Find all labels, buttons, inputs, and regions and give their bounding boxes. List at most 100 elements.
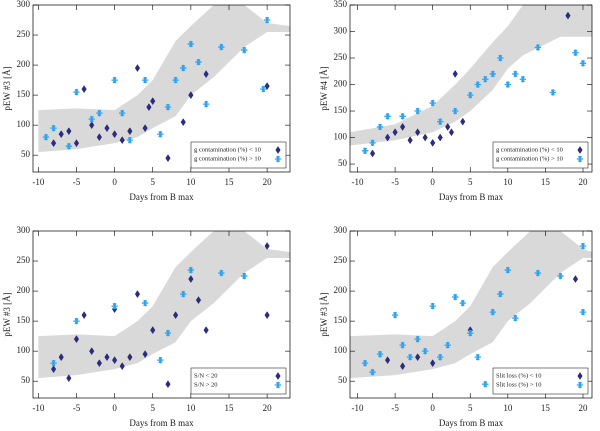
legend-label: S/N < 20 (194, 372, 218, 379)
point (73, 139, 80, 148)
point (150, 326, 156, 334)
point (73, 88, 80, 96)
point (504, 266, 512, 274)
point (180, 64, 187, 72)
point (73, 317, 80, 325)
point (429, 99, 436, 107)
x-tick-label: 5 (150, 403, 155, 413)
point (369, 139, 376, 147)
x-tick-label: 10 (186, 177, 196, 187)
point (370, 149, 376, 158)
x-tick-label: -5 (391, 403, 399, 413)
y-tick-label: 300 (334, 26, 348, 36)
x-tick-label: -10 (32, 177, 44, 187)
x-axis-label: Days from B max (129, 418, 194, 428)
y-axis-label: pEW #3 [Å] (2, 66, 12, 110)
point (391, 311, 399, 319)
point (436, 118, 444, 125)
point (429, 302, 436, 310)
point (407, 136, 413, 145)
point (421, 347, 429, 355)
y-tick-label: 300 (334, 225, 348, 235)
point (66, 127, 72, 136)
point (497, 54, 504, 62)
legend: Slit loss (%) < 10 Slit loss (%) > 10 (492, 367, 589, 395)
band (38, 5, 290, 153)
x-tick-label: 20 (578, 403, 588, 413)
point (134, 290, 141, 298)
point (203, 326, 209, 334)
point (460, 117, 466, 126)
point (369, 368, 376, 376)
point (50, 124, 57, 132)
y-tick-label: 50 (338, 375, 348, 385)
legend-label: S/N > 20 (194, 381, 218, 388)
frame (349, 230, 593, 399)
point (96, 359, 102, 368)
point (141, 299, 149, 307)
legend-box (190, 367, 287, 395)
point (385, 356, 391, 365)
point (203, 70, 209, 78)
x-tick-label: 0 (112, 403, 117, 413)
y-axis-label: pEW #3 [Å] (319, 292, 329, 336)
point (452, 293, 459, 301)
x-tick-label: -5 (73, 403, 81, 413)
legend-label: g contamination (%) > 10 (194, 155, 261, 162)
point (361, 147, 369, 154)
y-tick-label: 150 (17, 315, 31, 325)
point (264, 311, 270, 319)
panel: -10 -5 0 5 10 15 20 50 100 150 200 250 300 Days from … (2, 225, 291, 428)
legend-box (492, 367, 589, 395)
point (579, 308, 587, 316)
point (497, 290, 504, 298)
point (73, 335, 80, 343)
point (376, 123, 384, 131)
point (534, 44, 542, 51)
point (241, 46, 248, 54)
y-tick-label: 50 (21, 149, 31, 159)
point (565, 11, 571, 20)
x-tick-label: 20 (263, 403, 273, 413)
x-tick-label: -10 (32, 403, 44, 413)
y-tick-label: 250 (334, 255, 348, 265)
point (452, 107, 459, 115)
point (218, 43, 225, 51)
x-tick-label: 0 (112, 177, 117, 187)
point (384, 113, 391, 120)
point (579, 242, 587, 250)
point (263, 16, 271, 24)
point (400, 123, 406, 131)
point (164, 103, 172, 111)
legend: g contamination (%) < 10 g contamination … (492, 141, 589, 169)
x-tick-label: 20 (578, 177, 588, 187)
point (467, 329, 474, 337)
x-tick-label: -10 (352, 177, 364, 187)
legend-marker (274, 381, 282, 389)
point (422, 133, 428, 142)
legend-marker (577, 146, 583, 154)
point (415, 353, 421, 362)
point (572, 49, 579, 56)
y-tick-label: 200 (334, 285, 348, 295)
point (467, 91, 474, 99)
point (414, 107, 421, 115)
x-tick-label: 10 (503, 177, 513, 187)
frame (32, 230, 291, 399)
x-tick-label: 10 (503, 403, 513, 413)
point (112, 356, 118, 365)
point (172, 76, 179, 84)
point (448, 128, 454, 137)
x-tick-label: 10 (186, 403, 196, 413)
point (361, 359, 369, 367)
point (504, 81, 512, 88)
point (415, 128, 421, 137)
point (557, 272, 564, 280)
point (430, 138, 436, 147)
x-tick-label: 15 (224, 177, 234, 187)
point (482, 76, 489, 83)
point (188, 91, 194, 99)
y-tick-label: 100 (334, 345, 348, 355)
point (195, 58, 202, 66)
